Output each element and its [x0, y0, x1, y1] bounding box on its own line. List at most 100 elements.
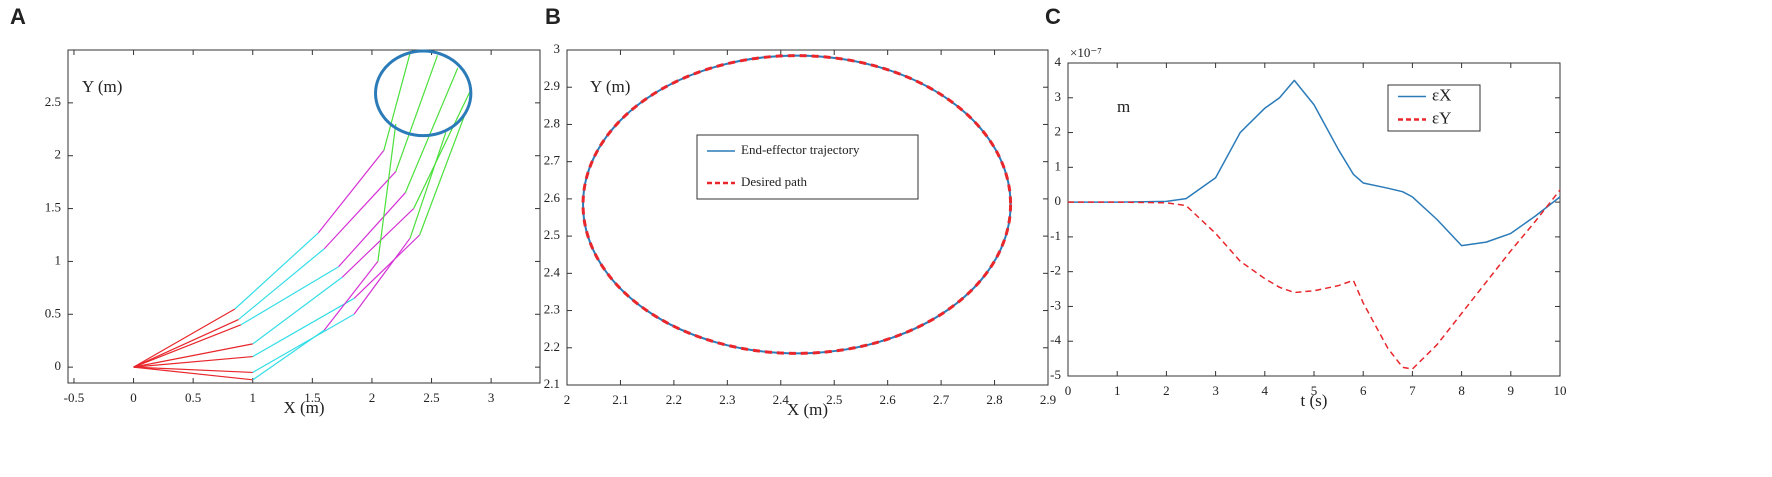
y-tick-label: 2	[1055, 124, 1062, 139]
arm-link	[353, 234, 421, 299]
y-tick-label: 2.2	[544, 339, 560, 354]
x-tick-label: 3	[488, 390, 495, 405]
x-tick-label: 0	[1065, 383, 1072, 398]
arm-link	[133, 355, 253, 368]
y-tick-label: 2.8	[544, 115, 560, 130]
x-tick-label: 2.9	[1040, 392, 1056, 407]
y-tick-label: -1	[1050, 228, 1061, 243]
x-tick-label: 1.5	[304, 390, 320, 405]
x-tick-label: 2.7	[933, 392, 950, 407]
y-axis-label: Y (m)	[82, 77, 122, 96]
y-tick-label: 2.5	[544, 227, 560, 242]
legend-box	[1387, 84, 1481, 132]
y-tick-label: -3	[1050, 297, 1061, 312]
arm-link	[395, 55, 439, 172]
x-tick-label: 0	[130, 390, 137, 405]
x-tick-label: 2	[369, 390, 376, 405]
arm-link	[240, 266, 339, 326]
legend-label: End-effector trajectory	[741, 142, 860, 157]
y-tick-label: 2.7	[544, 153, 561, 168]
y-tick-label: 1	[55, 252, 62, 267]
x-tick-label: 2.5	[423, 390, 439, 405]
x-tick-label: -0.5	[64, 390, 85, 405]
x-tick-label: 5	[1311, 383, 1318, 398]
y-tick-label: 2.5	[45, 94, 61, 109]
arm-link	[341, 208, 415, 278]
arm-link	[133, 343, 253, 368]
y-tick-label: 3	[1055, 89, 1062, 104]
y-tick-label: 0	[55, 358, 62, 373]
arm-link	[133, 308, 236, 368]
y-tick-label: 2.3	[544, 302, 560, 317]
x-tick-label: 10	[1554, 383, 1567, 398]
legend-label: Desired path	[741, 174, 808, 189]
series-line	[1068, 79, 1561, 247]
y-tick-label: 1.5	[45, 200, 61, 215]
axis-multiplier: ×10⁻⁷	[1070, 45, 1102, 60]
x-tick-label: 2.3	[719, 392, 735, 407]
y-tick-label: 4	[1055, 54, 1062, 69]
arm-link	[252, 276, 343, 345]
arm-link	[413, 92, 471, 209]
legend-box	[696, 134, 919, 200]
y-axis-label: m	[1117, 97, 1130, 116]
arm-link	[353, 237, 411, 315]
x-tick-label: 2.2	[666, 392, 682, 407]
arm-link	[317, 150, 385, 234]
arm-link	[323, 261, 379, 331]
x-tick-label: 0.5	[185, 390, 201, 405]
x-tick-label: 7	[1409, 383, 1416, 398]
x-tick-label: 4	[1262, 383, 1269, 398]
y-tick-label: 2.9	[544, 78, 560, 93]
y-tick-label: 2.1	[544, 376, 560, 391]
arm-link	[252, 329, 325, 381]
x-tick-label: 2.5	[826, 392, 842, 407]
y-tick-label: -2	[1050, 263, 1061, 278]
x-tick-label: 2	[564, 392, 571, 407]
arm-link	[419, 107, 468, 236]
panel-label: A	[10, 4, 26, 29]
y-tick-label: 3	[554, 41, 561, 56]
arm-link	[252, 297, 355, 358]
path-curve	[581, 54, 1013, 355]
axes-box	[67, 49, 541, 384]
legend-label: εX	[1432, 85, 1451, 104]
y-tick-label: 0.5	[45, 305, 61, 320]
target-circle	[374, 49, 473, 138]
axes-box	[1067, 62, 1561, 377]
y-tick-label: 0	[1055, 193, 1062, 208]
x-tick-label: 1	[249, 390, 256, 405]
panel-label: B	[545, 4, 561, 29]
x-tick-label: 2.4	[773, 392, 790, 407]
path-curve	[582, 54, 1012, 355]
arm-link	[404, 67, 459, 193]
x-tick-label: 1	[1114, 383, 1121, 398]
arm-link	[133, 366, 253, 381]
arm-link	[133, 324, 242, 368]
arm-link	[234, 232, 319, 310]
arm-link	[133, 319, 239, 368]
x-axis-label: X (m)	[787, 400, 828, 419]
y-tick-label: 1	[1055, 158, 1062, 173]
axes-box	[566, 49, 1049, 386]
panel-label: C	[1045, 4, 1061, 29]
x-tick-label: 6	[1360, 383, 1367, 398]
x-tick-label: 2.1	[612, 392, 628, 407]
arm-link	[377, 123, 397, 262]
x-tick-label: 2.8	[986, 392, 1002, 407]
arm-link	[252, 313, 355, 373]
arm-link	[338, 192, 406, 268]
y-tick-label: -5	[1050, 367, 1061, 382]
x-tick-label: 9	[1508, 383, 1515, 398]
arm-link	[238, 248, 325, 321]
x-tick-label: 3	[1212, 383, 1219, 398]
legend-label: εY	[1432, 108, 1451, 127]
y-tick-label: -4	[1050, 332, 1061, 347]
y-tick-label: 2.6	[544, 190, 561, 205]
y-tick-label: 2.4	[544, 264, 561, 279]
x-tick-label: 2.6	[880, 392, 897, 407]
y-axis-label: Y (m)	[590, 77, 630, 96]
y-tick-label: 2	[55, 147, 62, 162]
x-tick-label: 8	[1458, 383, 1465, 398]
